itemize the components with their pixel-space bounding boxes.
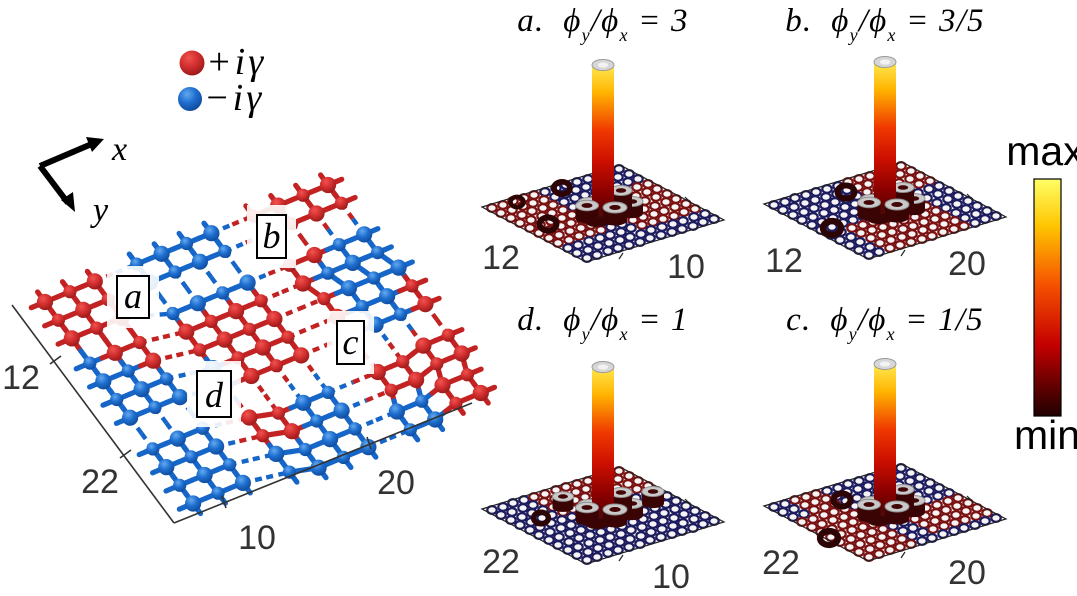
svg-text:10: 10: [652, 558, 690, 596]
svg-text:12: 12: [2, 359, 40, 397]
svg-text:max: max: [1006, 128, 1077, 174]
svg-text:12: 12: [765, 242, 803, 280]
svg-text:−iγ: −iγ: [204, 77, 264, 119]
svg-text:10: 10: [667, 248, 705, 286]
svg-text:a. ϕy/ϕx = 3: a. ϕy/ϕx = 3: [517, 3, 688, 45]
svg-text:10: 10: [238, 519, 276, 557]
svg-text:20: 20: [948, 554, 986, 592]
svg-text:x: x: [111, 131, 127, 168]
svg-text:a: a: [124, 276, 142, 316]
svg-text:b: b: [263, 216, 281, 256]
svg-text:y: y: [90, 192, 109, 229]
svg-text:d. ϕy/ϕx = 1: d. ϕy/ϕx = 1: [517, 302, 688, 344]
svg-text:20: 20: [948, 245, 986, 283]
svg-text:20: 20: [377, 464, 415, 502]
svg-text:min: min: [1014, 412, 1077, 458]
svg-text:22: 22: [762, 544, 800, 582]
svg-text:c: c: [343, 322, 359, 362]
svg-text:b. ϕy/ϕx = 3/5: b. ϕy/ϕx = 3/5: [785, 3, 985, 45]
svg-text:22: 22: [81, 463, 119, 501]
svg-text:c. ϕy/ϕx = 1/5: c. ϕy/ϕx = 1/5: [786, 302, 984, 344]
svg-text:+iγ: +iγ: [206, 41, 266, 83]
svg-text:d: d: [205, 375, 224, 415]
svg-text:12: 12: [482, 239, 520, 277]
svg-text:22: 22: [482, 543, 520, 581]
